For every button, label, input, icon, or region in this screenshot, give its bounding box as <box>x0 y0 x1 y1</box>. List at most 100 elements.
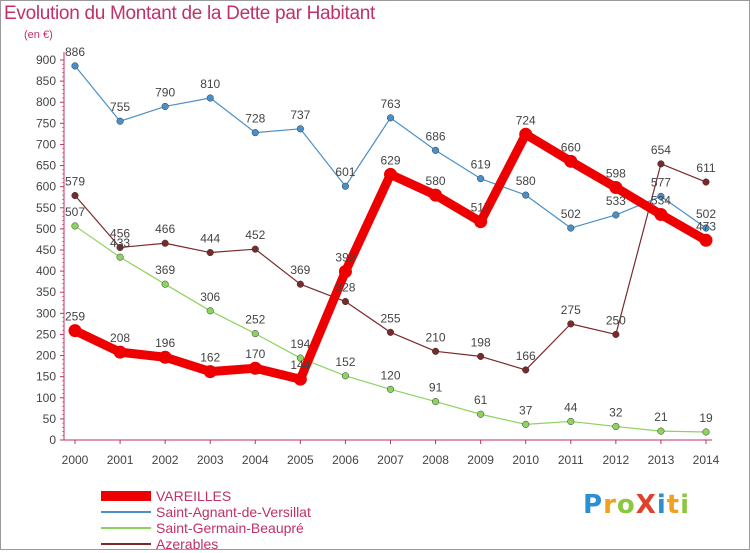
data-point-2 <box>657 427 665 435</box>
data-label-3: 328 <box>335 281 355 295</box>
x-tick-label: 2002 <box>152 453 179 467</box>
data-point-1 <box>341 182 349 190</box>
logo-letter: r <box>603 490 617 520</box>
data-point-2 <box>432 398 440 406</box>
data-point-0 <box>293 372 307 386</box>
legend-swatch <box>101 543 151 545</box>
data-point-1 <box>657 192 665 200</box>
data-point-3 <box>71 191 79 200</box>
data-label-1: 810 <box>200 77 220 91</box>
data-label-0: 517 <box>471 201 491 215</box>
data-label-1: 755 <box>110 100 130 114</box>
data-point-2 <box>206 307 214 315</box>
data-label-2: 37 <box>519 403 533 417</box>
data-point-2 <box>251 330 259 338</box>
data-point-3 <box>296 280 304 288</box>
axes: 0 50 100 150 200 250 300 350 400 450 500 550 600 650 7… <box>36 52 720 467</box>
data-point-3 <box>116 243 124 252</box>
data-point-3 <box>251 245 259 253</box>
x-tick-label: 2013 <box>648 453 675 467</box>
data-label-0: 534 <box>651 194 671 208</box>
data-label-3: 275 <box>561 303 581 317</box>
data-label-0: 580 <box>426 174 446 188</box>
data-point-2 <box>567 417 575 425</box>
x-tick-label: 2010 <box>512 453 539 467</box>
data-point-0 <box>68 324 82 338</box>
x-tick-label: 2005 <box>287 453 314 467</box>
data-label-3: 579 <box>65 175 85 189</box>
data-point-1 <box>522 191 530 199</box>
x-tick-label: 2000 <box>62 453 89 467</box>
data-point-2 <box>702 428 710 436</box>
data-label-3: 466 <box>155 222 175 236</box>
data-point-1 <box>71 62 79 70</box>
legend-swatch <box>101 511 151 513</box>
data-label-1: 502 <box>696 207 716 221</box>
data-point-2 <box>612 422 620 431</box>
data-label-2: 369 <box>155 263 175 277</box>
data-label-1: 502 <box>561 207 581 221</box>
y-tick-label: 350 <box>36 285 56 299</box>
x-tick-label: 2001 <box>107 453 134 467</box>
data-point-0 <box>203 365 217 379</box>
data-label-2: 433 <box>110 236 130 250</box>
y-tick-label: 750 <box>36 116 56 130</box>
data-point-3 <box>657 160 665 168</box>
y-tick-label: 200 <box>36 349 56 363</box>
data-label-1: 737 <box>290 108 310 122</box>
data-label-3: 210 <box>426 330 446 344</box>
x-tick-label: 2007 <box>377 453 404 467</box>
data-label-2: 120 <box>380 368 400 382</box>
y-tick-label: 150 <box>36 370 56 384</box>
x-tick-label: 2014 <box>693 453 720 467</box>
x-tick-label: 2004 <box>242 453 269 467</box>
x-tick-label: 2003 <box>197 453 224 467</box>
data-label-3: 456 <box>110 226 130 240</box>
data-point-1 <box>477 175 485 183</box>
proxiti-logo: ProXiti <box>583 490 690 520</box>
data-point-0 <box>609 181 623 195</box>
logo-letter: o <box>616 490 636 520</box>
data-label-3: 250 <box>606 313 626 327</box>
logo-letter: i <box>680 490 691 520</box>
data-point-1 <box>251 129 259 137</box>
data-label-3: 654 <box>651 143 671 157</box>
data-label-0: 162 <box>200 351 220 365</box>
data-label-1: 577 <box>651 175 671 189</box>
unit-label: (en €) <box>24 29 53 41</box>
data-label-0: 259 <box>65 310 85 324</box>
data-label-0: 724 <box>516 113 536 127</box>
x-tick-label: 2008 <box>422 453 449 467</box>
y-tick-label: 900 <box>36 53 56 67</box>
data-label-3: 198 <box>471 335 491 349</box>
y-tick-label: 500 <box>36 222 56 236</box>
data-point-2 <box>386 385 395 393</box>
data-labels: 579 456 466 444 452 369 328 255 210 198 166 275 250 6… <box>65 45 716 425</box>
data-point-2 <box>522 420 530 428</box>
data-label-0: 598 <box>606 167 626 181</box>
data-point-1 <box>296 125 304 133</box>
data-label-1: 533 <box>606 194 626 208</box>
data-label-2: 152 <box>335 355 355 369</box>
data-point-0 <box>384 167 397 181</box>
data-point-3 <box>386 328 395 336</box>
data-label-1: 728 <box>245 112 265 126</box>
data-label-3: 444 <box>200 232 220 246</box>
data-point-2 <box>477 410 485 418</box>
data-label-1: 601 <box>335 165 355 179</box>
x-tick-label: 2011 <box>558 453 584 467</box>
data-point-0 <box>699 233 713 247</box>
data-label-2: 252 <box>245 313 265 327</box>
data-point-1 <box>612 211 620 219</box>
y-tick-label: 300 <box>36 306 56 320</box>
data-label-2: 91 <box>429 381 443 395</box>
data-label-2: 44 <box>564 400 578 414</box>
x-tick-label: 2006 <box>332 453 359 467</box>
x-tick-label: 2009 <box>467 453 494 467</box>
data-point-3 <box>341 297 349 306</box>
logo-letter: i <box>656 490 667 520</box>
data-label-3: 369 <box>290 263 310 277</box>
y-tick-label: 700 <box>36 137 56 151</box>
